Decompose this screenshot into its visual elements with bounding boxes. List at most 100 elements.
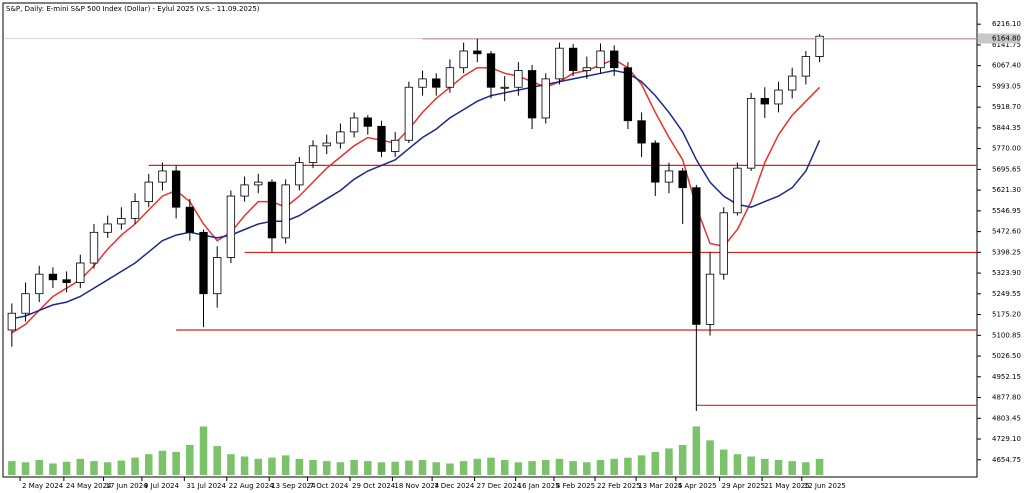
volume-bar	[596, 459, 605, 475]
y-tick-label: 5472.60	[992, 228, 1021, 236]
volume-bar	[569, 461, 577, 475]
candle-body	[418, 78, 427, 88]
y-tick-label: 5249.55	[992, 290, 1021, 298]
candle-body	[254, 181, 263, 186]
candle-body	[144, 181, 153, 203]
volume-bar	[336, 462, 345, 475]
y-tick-label: 6067.40	[992, 62, 1021, 70]
y-tick-label: 4877.80	[992, 394, 1021, 402]
candle-body	[568, 47, 578, 71]
candle-body	[459, 50, 468, 69]
volume-bar	[281, 455, 290, 475]
candle-body	[349, 117, 359, 133]
volume-bar	[774, 459, 783, 475]
volume-bar	[391, 461, 399, 475]
candle-body	[117, 217, 126, 225]
volume-bar	[528, 461, 536, 475]
candle-body	[295, 162, 304, 186]
candle-body	[801, 56, 811, 77]
candle-body	[7, 312, 17, 331]
x-tick-label: 21 May 2025	[764, 482, 810, 490]
candle-body	[213, 257, 222, 295]
candle-body	[610, 50, 619, 69]
y-tick-label: 5398.25	[992, 248, 1021, 256]
candle-body	[391, 139, 400, 152]
x-tick-label: 12 Jun 2025	[804, 482, 846, 490]
x-tick-label: 9 Jul 2024	[144, 482, 180, 490]
volume-bar	[692, 426, 701, 475]
x-tick-label: 31 Jul 2024	[186, 482, 226, 490]
volume-bar	[583, 462, 591, 475]
volume-bar	[76, 458, 85, 475]
volume-bar	[432, 462, 441, 475]
volume-bar	[719, 449, 728, 475]
candle-body	[363, 117, 372, 127]
volume-bar	[240, 456, 249, 475]
x-tick-label: 13 Sep 2024	[271, 482, 316, 490]
candle-body	[692, 187, 701, 325]
candle-body	[185, 206, 194, 233]
volume-bar	[651, 451, 660, 475]
volume-bar	[158, 450, 167, 475]
candle-body	[815, 35, 824, 57]
candle-body	[35, 273, 44, 295]
candle-body	[473, 50, 482, 55]
y-tick-label: 5770.00	[992, 145, 1021, 153]
volume-bar	[733, 454, 742, 475]
candle-body	[651, 142, 660, 183]
candle-body	[527, 70, 537, 119]
y-tick-label: 5323.90	[992, 269, 1021, 277]
candle-body	[623, 67, 633, 122]
y-tick-label: 5918.70	[992, 103, 1021, 111]
candle-body	[500, 86, 509, 89]
volume-bar	[268, 457, 276, 475]
candle-body	[76, 262, 85, 283]
volume-bar	[35, 459, 43, 475]
moving-average	[11, 58, 821, 334]
y-tick-label: 5695.65	[992, 165, 1021, 173]
candle-body	[555, 47, 564, 80]
volume-bar	[747, 456, 755, 475]
volume-bar	[405, 460, 413, 475]
y-tick-label: 4654.75	[992, 456, 1021, 464]
candle-body	[103, 223, 112, 233]
volume-bar	[541, 459, 550, 475]
x-tick-label: 7 Oct 2024	[310, 482, 349, 490]
candle-body	[336, 131, 345, 144]
volume-bar	[418, 459, 427, 475]
volume-bar	[624, 457, 632, 475]
volume-bar	[213, 446, 221, 475]
x-tick-label: 29 Apr 2025	[722, 482, 765, 490]
candle-body	[486, 53, 496, 88]
volume-bar	[555, 458, 564, 475]
y-tick-label: 6216.10	[992, 20, 1021, 28]
volume-bar	[364, 461, 372, 475]
volume-bar	[21, 462, 30, 475]
volume-bar	[90, 461, 98, 475]
volume-bar	[295, 458, 304, 475]
candle-body	[432, 78, 441, 88]
candle-body	[596, 50, 605, 69]
volume-bar	[815, 458, 824, 475]
last-price-label: 6164.80	[992, 34, 1021, 42]
y-tick-label: 5026.50	[992, 352, 1021, 360]
volume-bar	[678, 444, 687, 475]
candle-body	[678, 170, 687, 189]
candle-body	[281, 184, 290, 239]
candle-body	[199, 231, 208, 295]
x-tick-label: 2 May 2024	[22, 482, 64, 490]
volume-bar	[103, 462, 112, 475]
x-tick-label: 4 Apr 2025	[678, 482, 717, 490]
volume-bar	[610, 458, 618, 475]
candle-body	[48, 273, 58, 281]
volume-bar	[487, 457, 495, 475]
volume-bar	[227, 454, 235, 475]
x-tick-label: 13 Mar 2025	[638, 482, 682, 490]
volume-bar	[62, 461, 71, 475]
candle-body	[308, 145, 318, 163]
y-tick-label: 5100.85	[992, 331, 1021, 339]
candle-body	[637, 120, 646, 144]
volume-bar	[446, 463, 454, 475]
volume-bar	[706, 440, 714, 475]
volume-bar	[199, 426, 208, 475]
